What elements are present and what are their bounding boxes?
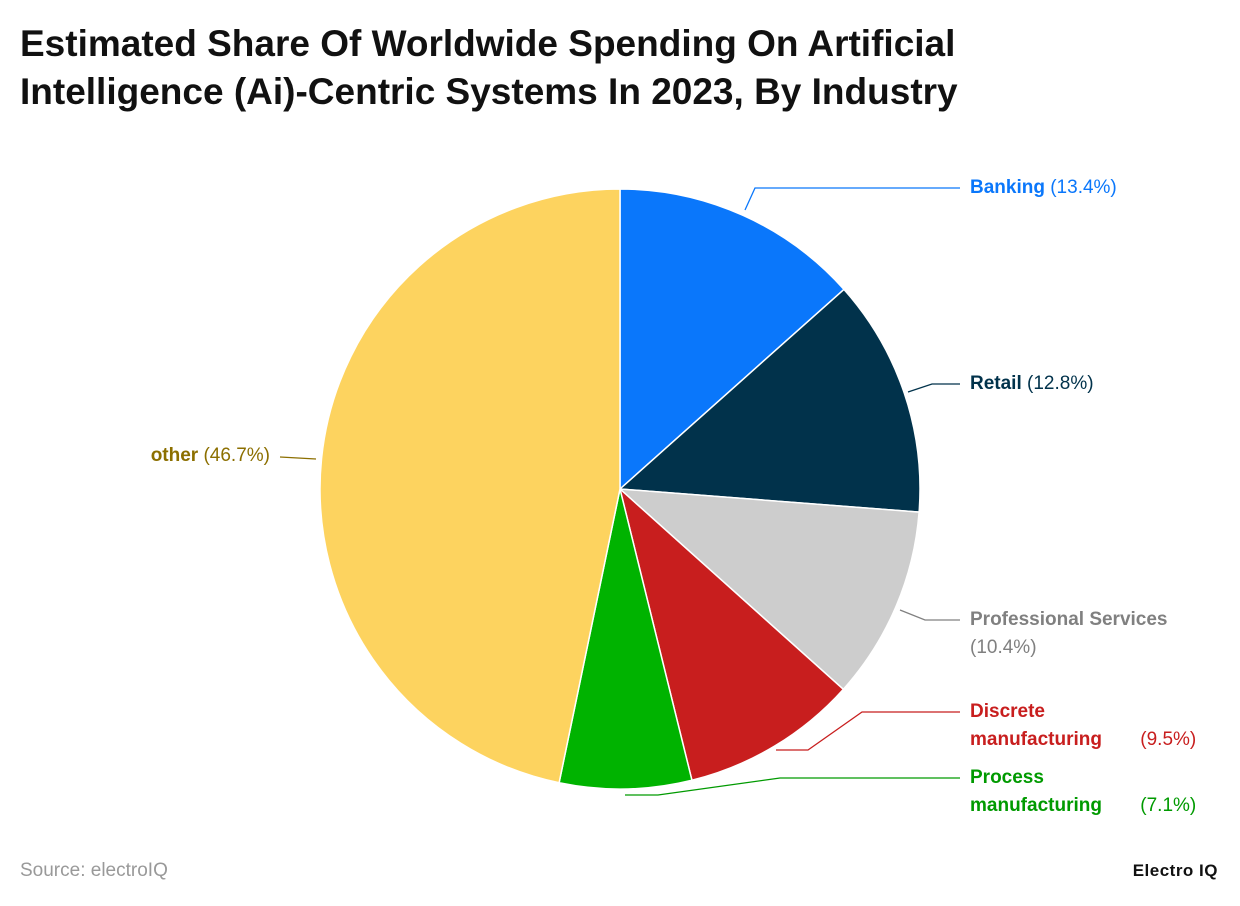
leader-line [776, 711, 960, 751]
slice-label: other (46.7%) [151, 442, 270, 470]
category-name: Retail [970, 373, 1022, 394]
pie-slice [619, 188, 846, 491]
category-name: Professional Services [970, 609, 1168, 630]
pie-slice [617, 488, 920, 691]
leader-line [744, 187, 960, 211]
value-label: (46.7%) [203, 445, 270, 466]
chart-title: Estimated Share Of Worldwide Spending On… [20, 23, 958, 112]
slice-label: Discrete manufacturing (9.5%) [970, 698, 1196, 754]
pie-slice [319, 188, 621, 784]
category-name: other [150, 445, 199, 466]
category-name: Process manufacturing [970, 767, 1102, 816]
slice-label: Professional Services (10.4%) [970, 606, 1168, 662]
source: Source: electroIQ [20, 860, 168, 881]
slice-label: Banking (13.4%) [970, 174, 1117, 202]
slice-label: Retail (12.8%) [970, 370, 1094, 398]
value-label: (7.1%) [1140, 795, 1197, 816]
brand-logo: Electro IQ [1132, 861, 1218, 880]
leader-line [907, 383, 960, 393]
pie-slice [558, 488, 693, 790]
pie-slice [618, 486, 845, 782]
value-label: (9.5%) [1140, 729, 1197, 750]
leader-line [279, 456, 317, 460]
category-name: Discrete manufacturing [970, 701, 1102, 750]
value-label: (12.8%) [1027, 373, 1094, 394]
leader-line [899, 609, 960, 621]
leader-line [625, 777, 960, 796]
slice-label: Process manufacturing (7.1%) [970, 764, 1196, 820]
category-name: Banking [970, 177, 1045, 198]
pie-slice [618, 288, 921, 513]
value-label: (13.4%) [1050, 177, 1117, 198]
value-label: (10.4%) [970, 637, 1037, 658]
